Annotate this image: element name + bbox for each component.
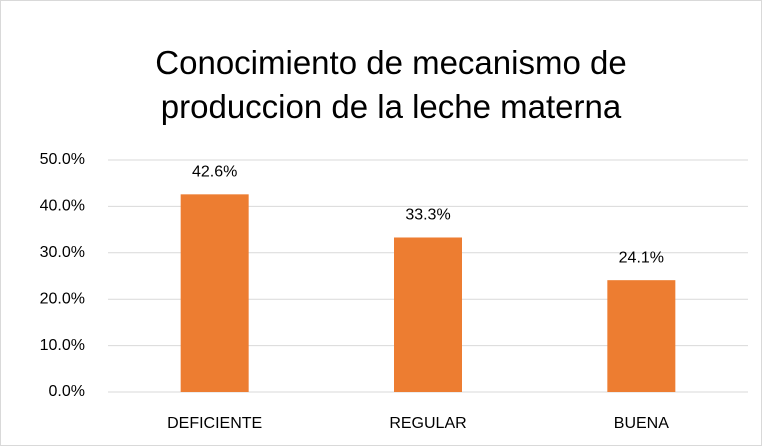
x-tick-label: BUENA xyxy=(614,415,669,432)
y-tick-label: 40.0% xyxy=(40,198,85,215)
y-tick-label: 30.0% xyxy=(40,244,85,261)
chart-title: Conocimiento de mecanismo de produccion … xyxy=(155,44,627,125)
bar xyxy=(607,280,676,392)
data-label: 42.6% xyxy=(192,164,237,181)
y-tick-label: 50.0% xyxy=(40,151,85,168)
y-tick-label: 20.0% xyxy=(40,290,85,307)
data-label: 24.1% xyxy=(619,249,664,266)
y-tick-label: 0.0% xyxy=(49,383,85,400)
x-tick-label: DEFICIENTE xyxy=(167,415,262,432)
data-label: 33.3% xyxy=(405,207,450,224)
y-tick-label: 10.0% xyxy=(40,337,85,354)
bar xyxy=(394,237,462,392)
bar xyxy=(180,194,249,392)
x-tick-label: REGULAR xyxy=(389,415,466,432)
